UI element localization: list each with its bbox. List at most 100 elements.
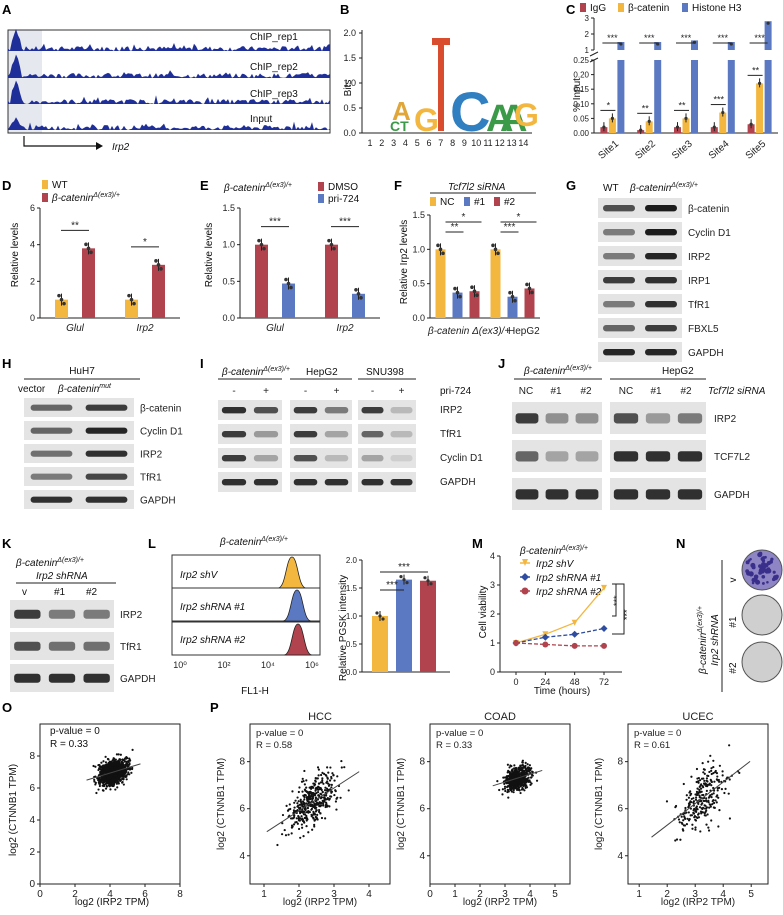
d-legend-wt-swatch <box>42 180 48 189</box>
o-point <box>128 762 131 765</box>
p3-point <box>685 798 688 801</box>
f-point <box>436 243 440 248</box>
p3-point <box>696 787 699 790</box>
track-label-rep1: ChIP_rep1 <box>250 32 298 43</box>
c-bar-upper <box>617 42 625 50</box>
p3-point <box>694 798 698 801</box>
l-point <box>423 576 427 580</box>
o-point <box>126 757 129 760</box>
d-legend-mut-swatch <box>42 193 48 202</box>
panel-label-f: F <box>394 178 402 193</box>
i-blot-membrane <box>290 400 352 420</box>
l-row-3: Irp2 shRNA #2 <box>180 635 246 646</box>
j-blot-band <box>613 451 639 462</box>
p3-point <box>705 823 708 826</box>
c-xtick-label: Site2 <box>633 138 658 161</box>
p2-point <box>521 783 524 786</box>
p3-point <box>727 792 730 795</box>
i-blot-band <box>221 407 247 414</box>
f-ytick-label: 0.5 <box>412 279 425 289</box>
c-bar-upper <box>764 21 772 50</box>
p1-point <box>316 777 319 780</box>
i-band-label: GAPDH <box>440 477 476 488</box>
o-point <box>102 780 106 783</box>
p1-point <box>333 793 336 797</box>
p1-point <box>329 795 332 798</box>
p1-ytick-label: 6 <box>239 804 245 815</box>
p1-xtick-label: 1 <box>261 889 267 900</box>
o-point <box>109 788 112 791</box>
o-point <box>119 779 122 782</box>
p2-point <box>517 785 520 789</box>
i-blot-band <box>361 431 384 438</box>
j-blot-band <box>677 489 703 500</box>
p1-point <box>299 798 302 801</box>
o-point <box>110 773 113 776</box>
b-ticks: 0.0 0.5 1.0 1.5 2.0 <box>343 28 362 138</box>
j-blot-band <box>545 489 569 500</box>
l-sig: *** <box>398 562 410 573</box>
m-point <box>600 625 608 632</box>
p1-point <box>335 808 338 811</box>
p3-xtick-label: 5 <box>748 889 754 900</box>
p3-point <box>689 807 693 810</box>
p2-point <box>525 786 529 789</box>
p1-point <box>296 822 299 825</box>
p1-point <box>314 789 317 792</box>
o-point <box>97 768 100 772</box>
i-blot-band <box>253 479 279 486</box>
m-point <box>541 633 549 641</box>
f-sig: * <box>462 212 466 223</box>
colony-dot <box>753 574 759 580</box>
p3-point <box>684 806 687 810</box>
o-point <box>119 753 122 756</box>
o-point <box>118 764 121 767</box>
f-point <box>491 243 495 248</box>
p3-point <box>698 796 701 799</box>
b-positions: 1 2 3 4 5 6 7 8 9 10 11 12 13 14 <box>367 138 528 148</box>
o-point <box>117 771 121 774</box>
p1-point <box>297 819 301 822</box>
p3-point <box>715 801 718 804</box>
p3-point <box>710 819 713 822</box>
p-stat-p-1: p-value = 0 <box>256 728 303 739</box>
f-xtick-label-1: β-catenin Δ(ex3)/+ <box>427 326 510 337</box>
i-blot-band <box>324 455 349 462</box>
p1-point <box>321 777 324 780</box>
m-series-line <box>515 642 604 647</box>
n-label-v: v <box>728 578 739 583</box>
p1-point <box>300 818 303 821</box>
p1-point <box>298 810 301 813</box>
p1-point <box>288 803 291 806</box>
p1-point <box>301 819 305 823</box>
k-sub: Irp2 shRNA <box>36 571 88 582</box>
p2-point <box>507 778 510 781</box>
p3-point <box>678 821 681 824</box>
k-blot-band <box>48 609 76 619</box>
o-point <box>104 787 108 790</box>
m-xtick-label: 48 <box>570 677 580 687</box>
panel-label-k: K <box>2 536 12 551</box>
o-point <box>117 782 120 785</box>
colony-dot <box>766 580 769 584</box>
c-bar <box>719 112 727 133</box>
p2-ytick-label: 6 <box>419 804 425 815</box>
f-bar <box>490 249 501 318</box>
p1-point <box>332 773 335 777</box>
o-point <box>120 775 123 778</box>
p3-point <box>706 783 710 786</box>
i-sign: + <box>399 386 405 397</box>
l-ytick-label: 2.0 <box>346 556 358 565</box>
p1-xtick-label: 2 <box>296 889 302 900</box>
flow-histograms: 10⁰ 10² 10⁴ 10⁶ <box>171 554 321 670</box>
o-point <box>123 760 127 763</box>
colony-dot <box>758 564 762 569</box>
p2-point <box>511 776 514 779</box>
e-legend-dmso-swatch <box>318 182 324 191</box>
p3-point <box>706 780 709 783</box>
l-ytick-label: 1.5 <box>346 584 358 593</box>
p3-point <box>705 789 708 792</box>
p1-point <box>289 807 292 811</box>
p1-point <box>302 835 305 838</box>
g-blot-band <box>645 301 677 308</box>
